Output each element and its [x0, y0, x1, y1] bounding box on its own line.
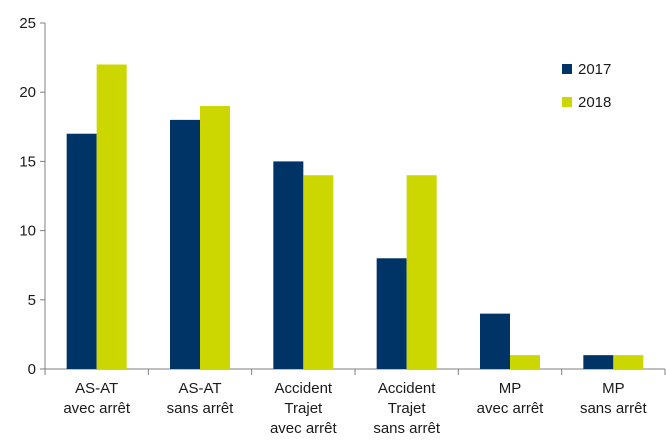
bar-2018-3	[406, 175, 437, 369]
x-category-label: MP sans arrêt	[580, 380, 648, 417]
bar-2017-0	[66, 133, 97, 369]
legend-swatch-2018	[562, 97, 572, 107]
legend: 2017 2018	[562, 61, 611, 111]
bar-2018-0	[96, 64, 127, 370]
x-category-label: MP avec arrêt	[477, 380, 545, 417]
x-axis-labels: AS-AT avec arrêt AS-AT sans arrêt Accident Tr…	[63, 380, 647, 437]
legend-label-2017: 2017	[578, 61, 611, 78]
x-category-label: Accident Trajet avec arrêt	[270, 380, 338, 437]
bar-2017-4	[480, 313, 510, 369]
bar-2017-3	[376, 258, 407, 369]
x-category-label: AS-AT sans arrêt	[167, 380, 235, 417]
y-axis-labels: 0 5 10 15 20 25	[19, 15, 36, 378]
bar-2018-2	[303, 175, 334, 369]
bar-2017-1	[170, 119, 200, 369]
y-tick-label: 15	[19, 153, 36, 170]
y-tick-label: 25	[19, 15, 36, 32]
legend-swatch-2017	[562, 64, 572, 74]
bar-2018-1	[200, 106, 230, 369]
bar-2017-5	[583, 355, 614, 369]
y-tick-label: 10	[19, 223, 36, 240]
bar-2017-2	[273, 161, 304, 369]
x-category-label: Accident Trajet sans arrêt	[373, 380, 441, 437]
y-tick-label: 20	[19, 84, 36, 101]
x-category-label: AS-AT avec arrêt	[63, 380, 131, 417]
y-tick-label: 5	[28, 292, 36, 309]
axes	[40, 22, 666, 375]
legend-label-2018: 2018	[578, 94, 611, 111]
bar-2018-4	[510, 355, 540, 369]
bars	[66, 64, 644, 370]
y-tick-label: 0	[28, 361, 36, 378]
bar-2018-5	[613, 355, 644, 369]
